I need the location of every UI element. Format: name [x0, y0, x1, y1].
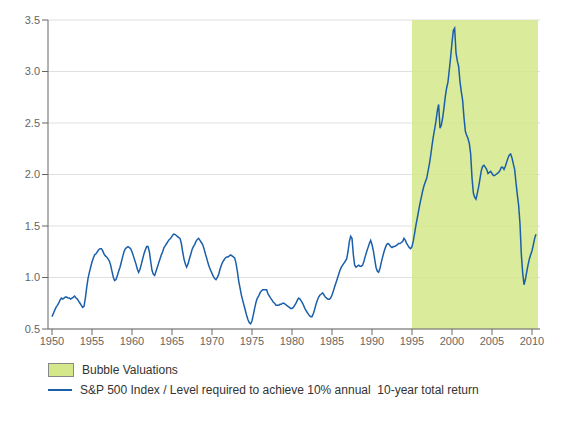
svg-text:1950: 1950 — [40, 335, 64, 347]
svg-text:1965: 1965 — [160, 335, 184, 347]
svg-text:1970: 1970 — [200, 335, 224, 347]
svg-text:2010: 2010 — [520, 335, 544, 347]
html-text:Bubble Valuations: Bubble Valuations — [82, 363, 178, 377]
html-text:S&P 500 Index / Level required: S&P 500 Index / Level required to achiev… — [80, 383, 479, 397]
svg-text:1980: 1980 — [280, 335, 304, 347]
svg-text:0.5: 0.5 — [25, 323, 40, 335]
svg-text:1990: 1990 — [360, 335, 384, 347]
svg-text:1975: 1975 — [240, 335, 264, 347]
svg-text:1960: 1960 — [120, 335, 144, 347]
svg-text:1955: 1955 — [80, 335, 104, 347]
svg-text:2.0: 2.0 — [25, 168, 40, 180]
svg-text:1.0: 1.0 — [25, 271, 40, 283]
svg-text:1985: 1985 — [320, 335, 344, 347]
svg-text:2005: 2005 — [480, 335, 504, 347]
svg-text:3.5: 3.5 — [25, 14, 40, 26]
svg-text:3.0: 3.0 — [25, 65, 40, 77]
svg-text:2.5: 2.5 — [25, 117, 40, 129]
svg-text:2000: 2000 — [440, 335, 464, 347]
svg-text:1.5: 1.5 — [25, 220, 40, 232]
svg-text:1995: 1995 — [400, 335, 424, 347]
